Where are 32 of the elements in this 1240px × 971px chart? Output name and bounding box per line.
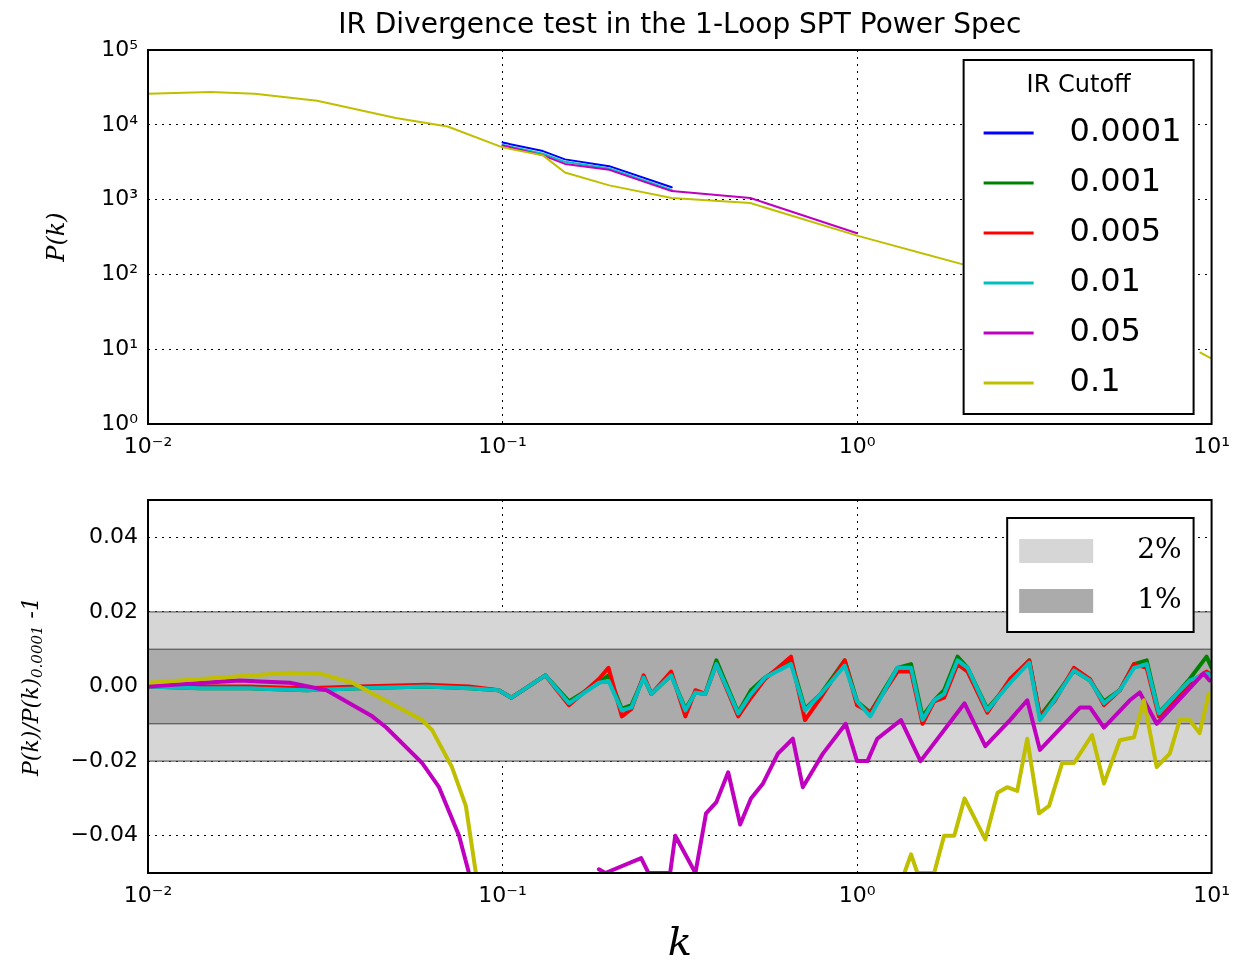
y-tick-label: 0.02 [89,597,138,623]
x-tick-label: 10⁰ [838,432,876,458]
legend-label: 0.1 [1069,361,1121,400]
x-tick-label: 10⁻² [123,881,173,907]
y-tick-label: 0.04 [89,523,138,549]
legend-label: 0.05 [1069,311,1141,350]
legend-label: 0.01 [1069,261,1141,300]
y-tick-label: 10⁰ [101,409,139,435]
y-tick-label: −0.04 [70,821,138,847]
y-tick-label: 0.00 [89,672,138,698]
y-axis-title: P(k)/P(k)0.0001 -1 [17,597,47,777]
y-tick-label: 10³ [101,185,138,211]
y-tick-label: 10² [101,260,138,286]
legend-label: 0.001 [1069,161,1162,200]
legend-label: 0.0001 [1069,111,1182,150]
y-tick-label: 10⁴ [101,110,139,136]
y-tick-label: 10¹ [101,334,138,360]
x-axis-title: k [667,918,692,965]
y-axis-title: P(k) [42,212,71,263]
x-tick-label: 10⁻² [123,432,173,458]
legend-title: IR Cutoff [1026,70,1132,99]
y-tick-label: −0.02 [70,746,138,772]
legend-label: 0.005 [1069,211,1162,250]
legend-label: 2% [1137,532,1182,566]
chart-title: IR Divergence test in the 1-Loop SPT Power Spec [338,7,1022,41]
x-tick-label: 10⁻¹ [478,432,527,458]
x-tick-label: 10¹ [1193,432,1231,458]
legend-label: 1% [1137,582,1182,616]
x-tick-label: 10⁰ [838,881,876,907]
x-tick-label: 10⁻¹ [478,881,527,907]
x-tick-label: 10¹ [1193,881,1231,907]
y-tick-label: 10⁵ [101,35,138,61]
